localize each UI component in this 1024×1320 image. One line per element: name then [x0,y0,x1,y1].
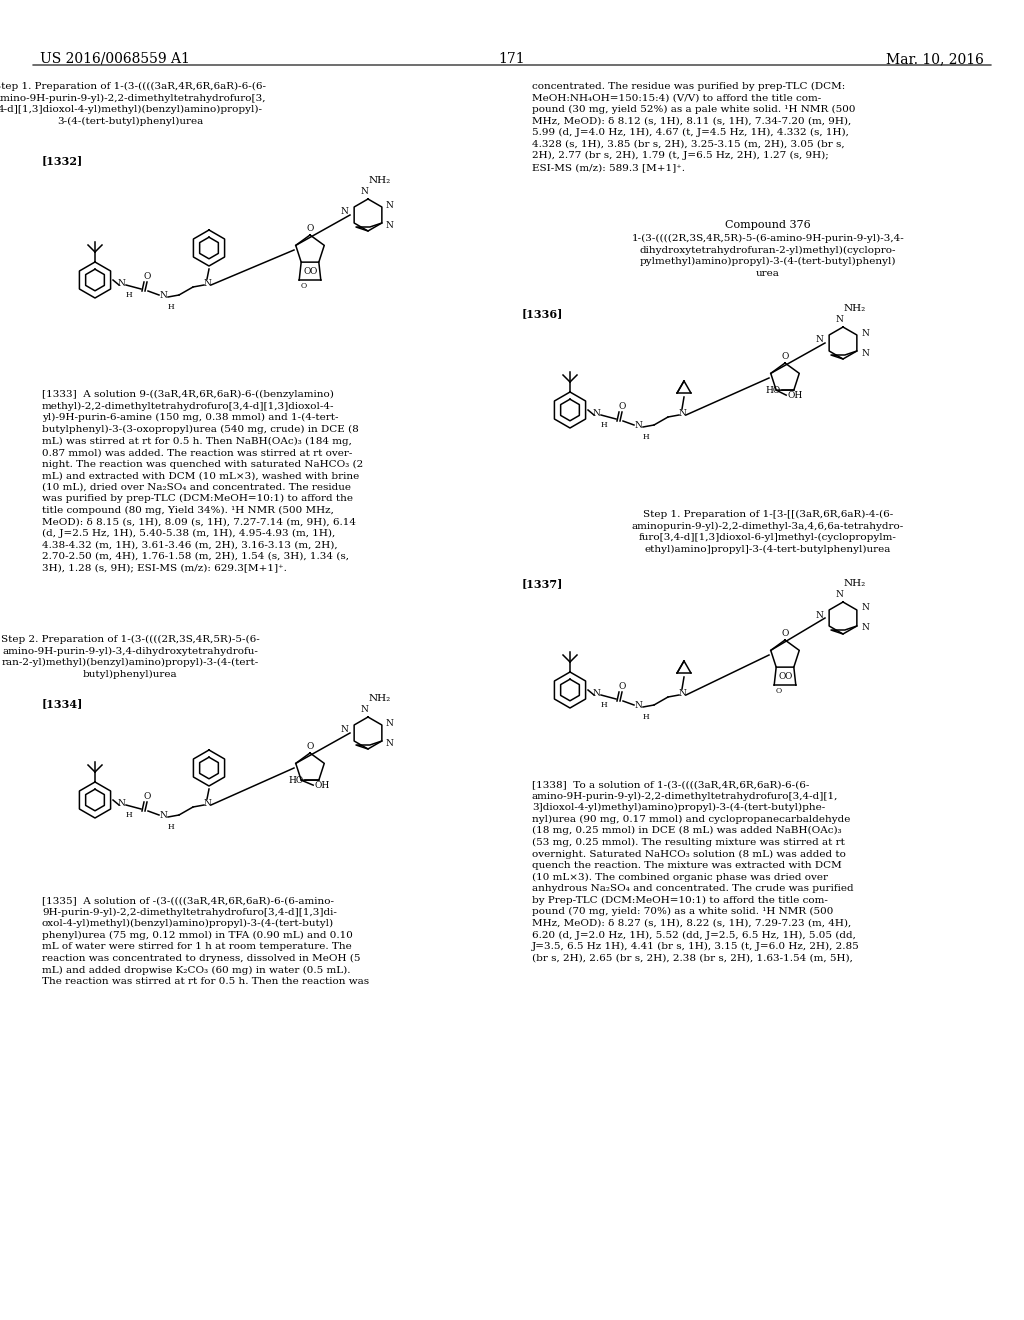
Text: H: H [601,421,607,429]
Text: N: N [203,799,211,808]
Text: Step 1. Preparation of 1-(3-((((3aR,4R,6R,6aR)-6-(6-
amino-9H-purin-9-yl)-2,2-di: Step 1. Preparation of 1-(3-((((3aR,4R,6… [0,82,266,125]
Text: 1-(3-((((2R,3S,4R,5R)-5-(6-amino-9H-purin-9-yl)-3,4-
dihydroxytetrahydrofuran-2-: 1-(3-((((2R,3S,4R,5R)-5-(6-amino-9H-puri… [632,234,904,277]
Text: N: N [159,290,167,300]
Text: N: N [340,726,348,734]
Text: N: N [634,701,642,710]
Text: NH₂: NH₂ [369,176,391,185]
Text: N: N [360,187,368,195]
Text: O: O [306,742,313,751]
Text: [1335]  A solution of -(3-((((3aR,4R,6R,6aR)-6-(6-amino-
9H-purin-9-yl)-2,2-dime: [1335] A solution of -(3-((((3aR,4R,6R,6… [42,896,369,986]
Text: N: N [386,220,394,230]
Text: HO: HO [289,776,304,784]
Text: O: O [784,672,792,681]
Text: [1333]  A solution 9-((3aR,4R,6R,6aR)-6-((benzylamino)
methyl)-2,2-dimethyltetra: [1333] A solution 9-((3aR,4R,6R,6aR)-6-(… [42,389,364,573]
Text: O: O [301,282,307,290]
Text: N: N [815,335,823,345]
Text: NH₂: NH₂ [844,304,866,313]
Text: N: N [678,408,686,417]
Text: N: N [835,590,843,599]
Text: N: N [634,421,642,429]
Text: N: N [861,623,869,632]
Text: O: O [143,792,151,801]
Text: [1336]: [1336] [522,308,563,319]
Text: [1334]: [1334] [42,698,83,709]
Text: Mar. 10, 2016: Mar. 10, 2016 [886,51,984,66]
Text: H: H [643,433,649,441]
Text: O: O [143,272,151,281]
Text: N: N [835,315,843,323]
Text: N: N [360,705,368,714]
Text: O: O [618,403,626,411]
Text: N: N [386,718,394,727]
Text: N: N [592,408,600,417]
Text: N: N [592,689,600,697]
Text: N: N [861,348,869,358]
Text: O: O [778,672,785,681]
Text: N: N [386,201,394,210]
Text: OH: OH [314,780,330,789]
Text: H: H [601,701,607,709]
Text: NH₂: NH₂ [369,694,391,704]
Text: N: N [815,610,823,619]
Text: Step 1. Preparation of 1-[3-[[(3aR,6R,6aR)-4-(6-
aminopurin-9-yl)-2,2-dimethyl-3: Step 1. Preparation of 1-[3-[[(3aR,6R,6a… [632,510,904,554]
Text: NH₂: NH₂ [844,579,866,587]
Text: H: H [168,822,175,832]
Text: OH: OH [787,391,803,400]
Text: HO: HO [766,385,781,395]
Text: [1337]: [1337] [522,578,563,589]
Text: N: N [386,738,394,747]
Text: [1332]: [1332] [42,154,83,166]
Text: O: O [776,688,782,696]
Text: concentrated. The residue was purified by prep-TLC (DCM:
MeOH:NH₄OH=150:15:4) (V: concentrated. The residue was purified b… [532,82,855,172]
Text: O: O [781,352,788,360]
Text: H: H [126,810,133,818]
Text: H: H [643,713,649,721]
Text: O: O [309,267,316,276]
Text: O: O [781,630,788,638]
Text: N: N [678,689,686,697]
Text: N: N [340,207,348,216]
Text: Step 2. Preparation of 1-(3-((((2R,3S,4R,5R)-5-(6-
amino-9H-purin-9-yl)-3,4-dihy: Step 2. Preparation of 1-(3-((((2R,3S,4R… [1,635,259,678]
Text: H: H [126,290,133,300]
Text: N: N [117,799,125,808]
Text: N: N [861,603,869,612]
Text: H: H [168,304,175,312]
Text: O: O [303,267,310,276]
Text: [1338]  To a solution of 1-(3-((((3aR,4R,6R,6aR)-6-(6-
amino-9H-purin-9-yl)-2,2-: [1338] To a solution of 1-(3-((((3aR,4R,… [532,780,860,962]
Text: N: N [159,810,167,820]
Text: N: N [117,279,125,288]
Text: US 2016/0068559 A1: US 2016/0068559 A1 [40,51,189,66]
Text: N: N [861,329,869,338]
Text: O: O [306,224,313,234]
Text: Compound 376: Compound 376 [725,220,811,230]
Text: O: O [618,682,626,690]
Text: N: N [203,279,211,288]
Text: 171: 171 [499,51,525,66]
